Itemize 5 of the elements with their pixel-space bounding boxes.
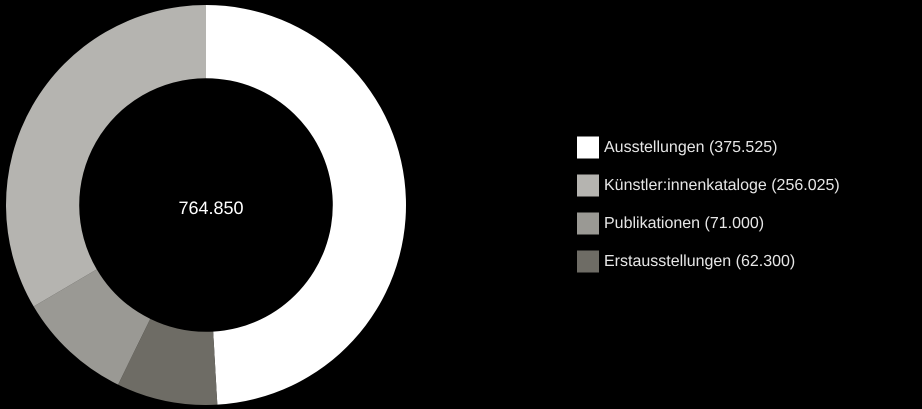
legend-label: Erstausstellungen (62.300): [604, 253, 796, 270]
legend-label: Publikationen (71.000): [604, 215, 764, 232]
legend-label: Künstler:innenkataloge (256.025): [604, 177, 840, 194]
legend-label: Ausstellungen (375.525): [604, 139, 778, 156]
text: 764.850: [178, 198, 244, 218]
